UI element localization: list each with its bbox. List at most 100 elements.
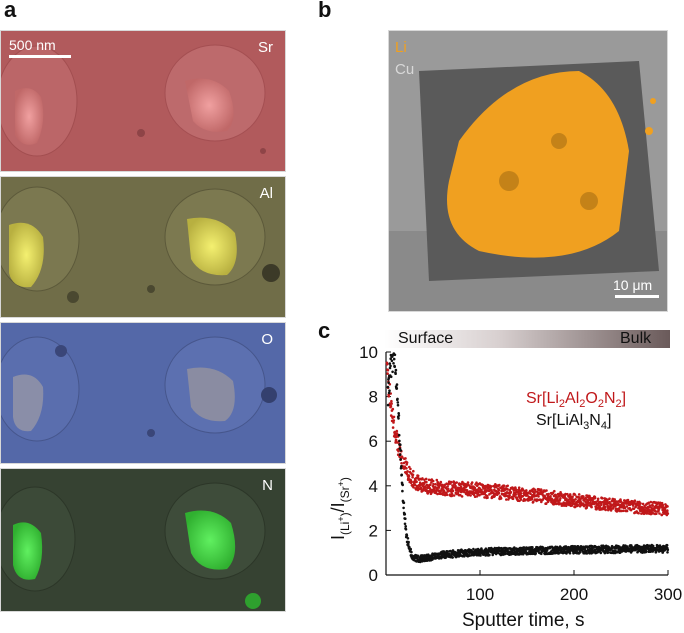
data-point xyxy=(430,489,434,493)
data-point xyxy=(558,499,561,502)
data-point xyxy=(594,507,598,511)
data-point xyxy=(585,505,589,508)
data-point xyxy=(521,495,525,498)
data-point xyxy=(635,503,639,506)
data-point xyxy=(429,556,433,559)
data-point xyxy=(557,551,560,555)
data-point xyxy=(647,544,651,547)
data-point xyxy=(437,484,441,488)
data-point xyxy=(572,551,576,555)
data-point xyxy=(545,497,548,500)
data-point xyxy=(642,506,645,510)
data-point xyxy=(652,548,656,551)
data-point xyxy=(623,548,627,551)
data-point xyxy=(657,506,661,509)
data-point xyxy=(512,493,515,497)
data-point xyxy=(580,548,584,551)
data-point xyxy=(496,492,499,495)
data-point xyxy=(582,551,585,555)
scale-bar-label-b: 10 μm xyxy=(613,277,653,293)
data-point xyxy=(551,491,555,495)
data-point xyxy=(456,492,460,495)
data-point xyxy=(525,492,528,495)
data-point xyxy=(547,492,550,496)
data-point xyxy=(533,548,537,551)
data-point xyxy=(524,491,528,494)
data-point xyxy=(494,489,497,493)
data-point xyxy=(469,550,473,554)
data-point xyxy=(451,556,454,559)
data-point xyxy=(512,547,516,551)
data-point xyxy=(618,548,621,552)
data-point xyxy=(552,547,555,551)
data-point xyxy=(627,500,631,504)
ylabel-part: (Sr xyxy=(337,486,352,503)
data-point xyxy=(512,552,515,556)
data-point xyxy=(571,548,574,551)
data-point xyxy=(510,553,513,556)
data-point xyxy=(517,491,520,494)
data-point xyxy=(394,371,397,374)
data-point xyxy=(609,551,613,554)
data-point xyxy=(537,492,541,496)
data-point xyxy=(395,429,399,433)
data-point xyxy=(441,485,444,489)
data-point xyxy=(529,548,532,551)
data-point xyxy=(450,488,453,491)
data-point xyxy=(587,548,590,552)
data-point xyxy=(631,548,635,552)
data-point xyxy=(466,549,469,552)
data-point xyxy=(567,548,571,552)
data-point xyxy=(419,483,422,487)
data-point xyxy=(500,487,503,490)
data-point xyxy=(524,550,528,554)
data-point xyxy=(398,444,402,448)
data-point xyxy=(470,482,473,486)
data-point xyxy=(463,485,467,489)
data-point xyxy=(620,505,624,509)
data-point xyxy=(448,480,452,484)
data-point xyxy=(613,546,616,550)
data-point xyxy=(601,501,604,504)
data-point xyxy=(592,495,596,499)
data-point xyxy=(632,507,636,511)
data-point xyxy=(413,477,417,481)
data-point xyxy=(486,550,490,554)
data-point xyxy=(534,494,537,498)
data-point xyxy=(557,548,561,551)
data-point xyxy=(402,511,406,515)
data-point xyxy=(515,551,518,554)
data-point xyxy=(485,553,488,556)
ylabel-part: I xyxy=(328,534,348,540)
data-point xyxy=(537,547,540,550)
data-point xyxy=(633,547,637,550)
data-point xyxy=(485,496,488,500)
data-point xyxy=(572,499,575,502)
data-point xyxy=(506,552,510,555)
data-point xyxy=(548,497,551,501)
data-point xyxy=(399,458,402,461)
data-point xyxy=(530,552,534,556)
data-point xyxy=(388,392,391,396)
data-point xyxy=(654,501,657,505)
data-point xyxy=(431,556,435,560)
data-point xyxy=(503,550,507,554)
data-point xyxy=(499,553,503,557)
data-point xyxy=(479,554,482,557)
data-point xyxy=(476,549,480,552)
map-sr: Sr 500 nm xyxy=(0,30,286,172)
data-point xyxy=(529,489,533,493)
data-point xyxy=(589,549,593,553)
map-sr-image xyxy=(1,31,285,171)
data-point xyxy=(404,460,408,464)
data-point xyxy=(599,501,602,505)
data-point xyxy=(594,545,598,549)
data-point xyxy=(441,555,445,559)
data-point xyxy=(387,391,391,395)
data-point xyxy=(410,472,413,475)
data-point xyxy=(545,551,548,554)
data-point xyxy=(465,489,469,492)
data-point xyxy=(579,545,583,548)
data-point xyxy=(404,525,408,528)
data-point xyxy=(505,498,508,501)
